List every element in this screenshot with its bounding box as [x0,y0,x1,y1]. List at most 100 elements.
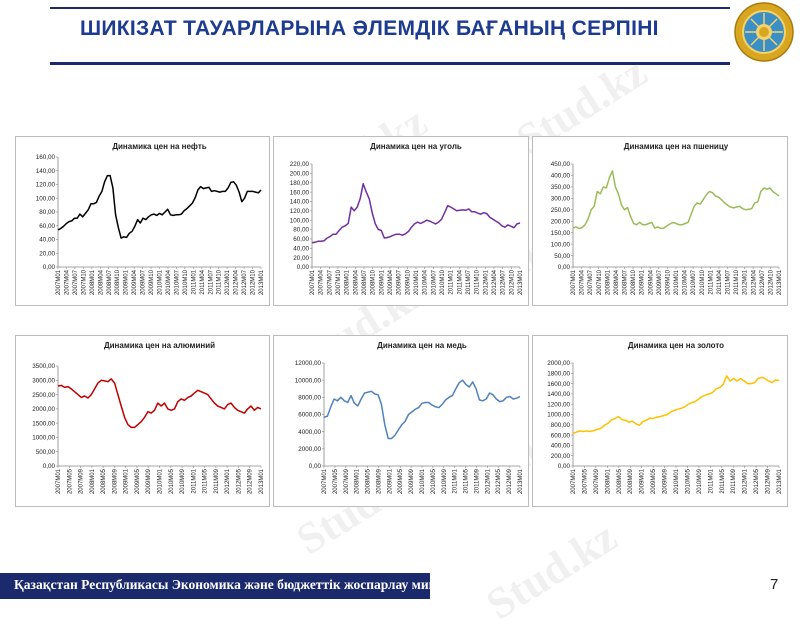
chart-copper-svg: Динамика цен на медь 0,00 2000,00 4000,00 60… [295,341,524,494]
x-tick-label: 2007M10 [336,269,342,295]
x-tick-label: 2012M04 [751,269,757,295]
chart-wheat-svg: Динамика цен на пшеницу 0,00 50,00 100,00 15… [551,142,783,295]
x-tick-label: 2011M01 [191,468,197,493]
y-tick-label: 3000,00 [32,377,55,384]
y-tick-label: 140,00 [290,199,310,206]
x-tick-label: 2008M01 [90,269,96,295]
chart-aluminium: Динамика цен на алюминий 0,00 500,00 1000,0… [15,335,270,507]
y-tick-label: 160,00 [36,154,56,161]
x-tick-label: 2011M07 [208,269,214,294]
x-tick-label: 2012M07 [501,269,507,295]
x-tick-label: 2011M01 [449,269,455,294]
x-tick-label: 2009M09 [409,468,415,494]
x-tick-label: 2012M09 [507,468,513,494]
x-tick-label: 2007M05 [333,468,339,494]
x-tick-label: 2007M09 [79,468,85,494]
x-tick-label: 2010M07 [431,269,437,295]
x-tick-label: 2010M01 [414,269,420,295]
chart-title: Динамика цен на алюминий [104,341,215,350]
series-line [57,174,262,239]
x-tick-label: 2012M07 [760,269,766,295]
x-tick-label: 2012M01 [743,269,749,295]
x-tick-label: 2009M10 [665,269,671,295]
x-tick-label: 2009M01 [124,468,130,494]
x-tick-label: 2007M10 [81,269,87,295]
x-tick-label: 2009M01 [387,468,393,494]
x-tick-label: 2009M10 [149,269,155,295]
x-tick-label: 2010M10 [440,269,446,295]
x-tick-label: 2011M01 [191,269,197,294]
x-tick-label: 2010M05 [169,468,175,494]
y-tick-label: 60,00 [39,223,55,230]
x-tick-label: 2009M07 [141,269,147,295]
y-tick-label: 3500,00 [32,363,55,370]
x-tick-label: 2008M04 [614,269,620,295]
x-tick-label: 2008M01 [605,269,611,295]
y-tick-label: 120,00 [36,182,56,189]
x-tick-label: 2011M04 [200,269,206,294]
y-tick-label: 12000,00 [295,360,322,367]
y-tick-label: 2000,00 [298,446,321,453]
x-tick-label: 2009M10 [405,269,411,295]
y-tick-label: 120,00 [290,208,310,215]
x-tick-label: 2011M10 [217,269,223,294]
x-tick-label: 2011M09 [214,468,220,493]
x-tick-label: 2010M01 [674,269,680,295]
y-tick-label: 200,00 [290,171,310,178]
x-tick-label: 2012M09 [766,468,772,494]
x-tick-label: 2007M07 [73,269,79,295]
y-tick-label: 400,00 [551,443,571,450]
x-tick-label: 2008M09 [112,468,118,494]
x-tick-label: 2011M01 [708,468,714,493]
y-tick-label: 1500,00 [32,420,55,427]
y-tick-label: 150,00 [551,230,571,237]
x-tick-label: 2007M04 [319,269,325,295]
chart-wheat: Динамика цен на пшеницу 0,00 50,00 100,00 15… [532,136,788,306]
y-tick-label: 0,00 [558,463,571,470]
x-tick-label: 2008M01 [90,468,96,494]
x-tick-label: 2010M05 [431,468,437,494]
x-tick-label: 2011M09 [731,468,737,493]
x-tick-label: 2007M01 [322,468,328,494]
y-tick-label: 80,00 [293,227,309,234]
x-tick-label: 2011M04 [457,269,463,294]
y-tick-label: 1600,00 [547,381,570,388]
x-tick-label: 2007M04 [580,269,586,295]
x-tick-label: 2011M05 [203,468,209,493]
x-tick-label: 2012M01 [225,269,231,295]
x-tick-label: 2010M04 [166,269,172,295]
y-tick-label: 1400,00 [547,391,570,398]
x-tick-label: 2008M10 [631,269,637,295]
y-tick-label: 350,00 [551,184,571,191]
x-tick-label: 2008M01 [355,468,361,494]
x-tick-label: 2012M01 [483,269,489,295]
x-tick-label: 2011M07 [726,269,732,294]
chart-title: Динамика цен на пшеницу [624,142,729,151]
y-tick-label: 20,00 [39,250,55,257]
y-tick-label: 0,00 [309,463,322,470]
x-tick-label: 2009M04 [132,269,138,295]
x-tick-label: 2008M05 [366,468,372,494]
y-tick-label: 200,00 [551,453,571,460]
x-tick-label: 2009M09 [663,468,669,494]
y-tick-label: 40,00 [293,245,309,252]
watermark: Stud.kz [477,511,626,630]
y-tick-label: 1000,00 [547,412,570,419]
x-tick-label: 2012M04 [492,269,498,295]
x-tick-label: 2012M09 [248,468,254,494]
title-rule-bottom [50,62,730,65]
x-tick-label: 2011M01 [453,468,459,493]
x-tick-label: 2007M07 [588,269,594,295]
x-tick-label: 2009M07 [657,269,663,295]
y-tick-label: 0,00 [297,264,310,271]
x-tick-label: 2011M09 [474,468,480,493]
x-tick-label: 2009M01 [379,269,385,295]
x-tick-label: 2010M09 [180,468,186,494]
y-tick-label: 250,00 [551,207,571,214]
y-tick-label: 4000,00 [298,429,321,436]
x-tick-label: 2010M07 [691,269,697,295]
chart-title: Динамика цен на медь [377,341,467,350]
x-tick-label: 2012M01 [743,468,749,494]
x-tick-label: 2012M05 [754,468,760,494]
x-tick-label: 2012M10 [768,269,774,295]
